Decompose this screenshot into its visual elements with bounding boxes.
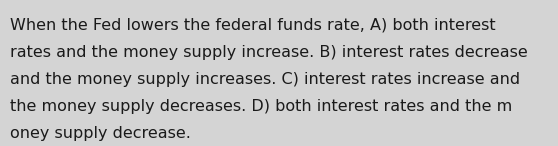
Text: rates and the money supply increase. B) interest rates decrease: rates and the money supply increase. B) … (10, 45, 528, 60)
Text: When the Fed lowers the federal funds rate, A) both interest: When the Fed lowers the federal funds ra… (10, 18, 496, 33)
Text: oney supply decrease.: oney supply decrease. (10, 126, 191, 141)
Text: the money supply decreases. D) both interest rates and the m: the money supply decreases. D) both inte… (10, 99, 512, 114)
Text: and the money supply increases. C) interest rates increase and: and the money supply increases. C) inter… (10, 72, 520, 87)
